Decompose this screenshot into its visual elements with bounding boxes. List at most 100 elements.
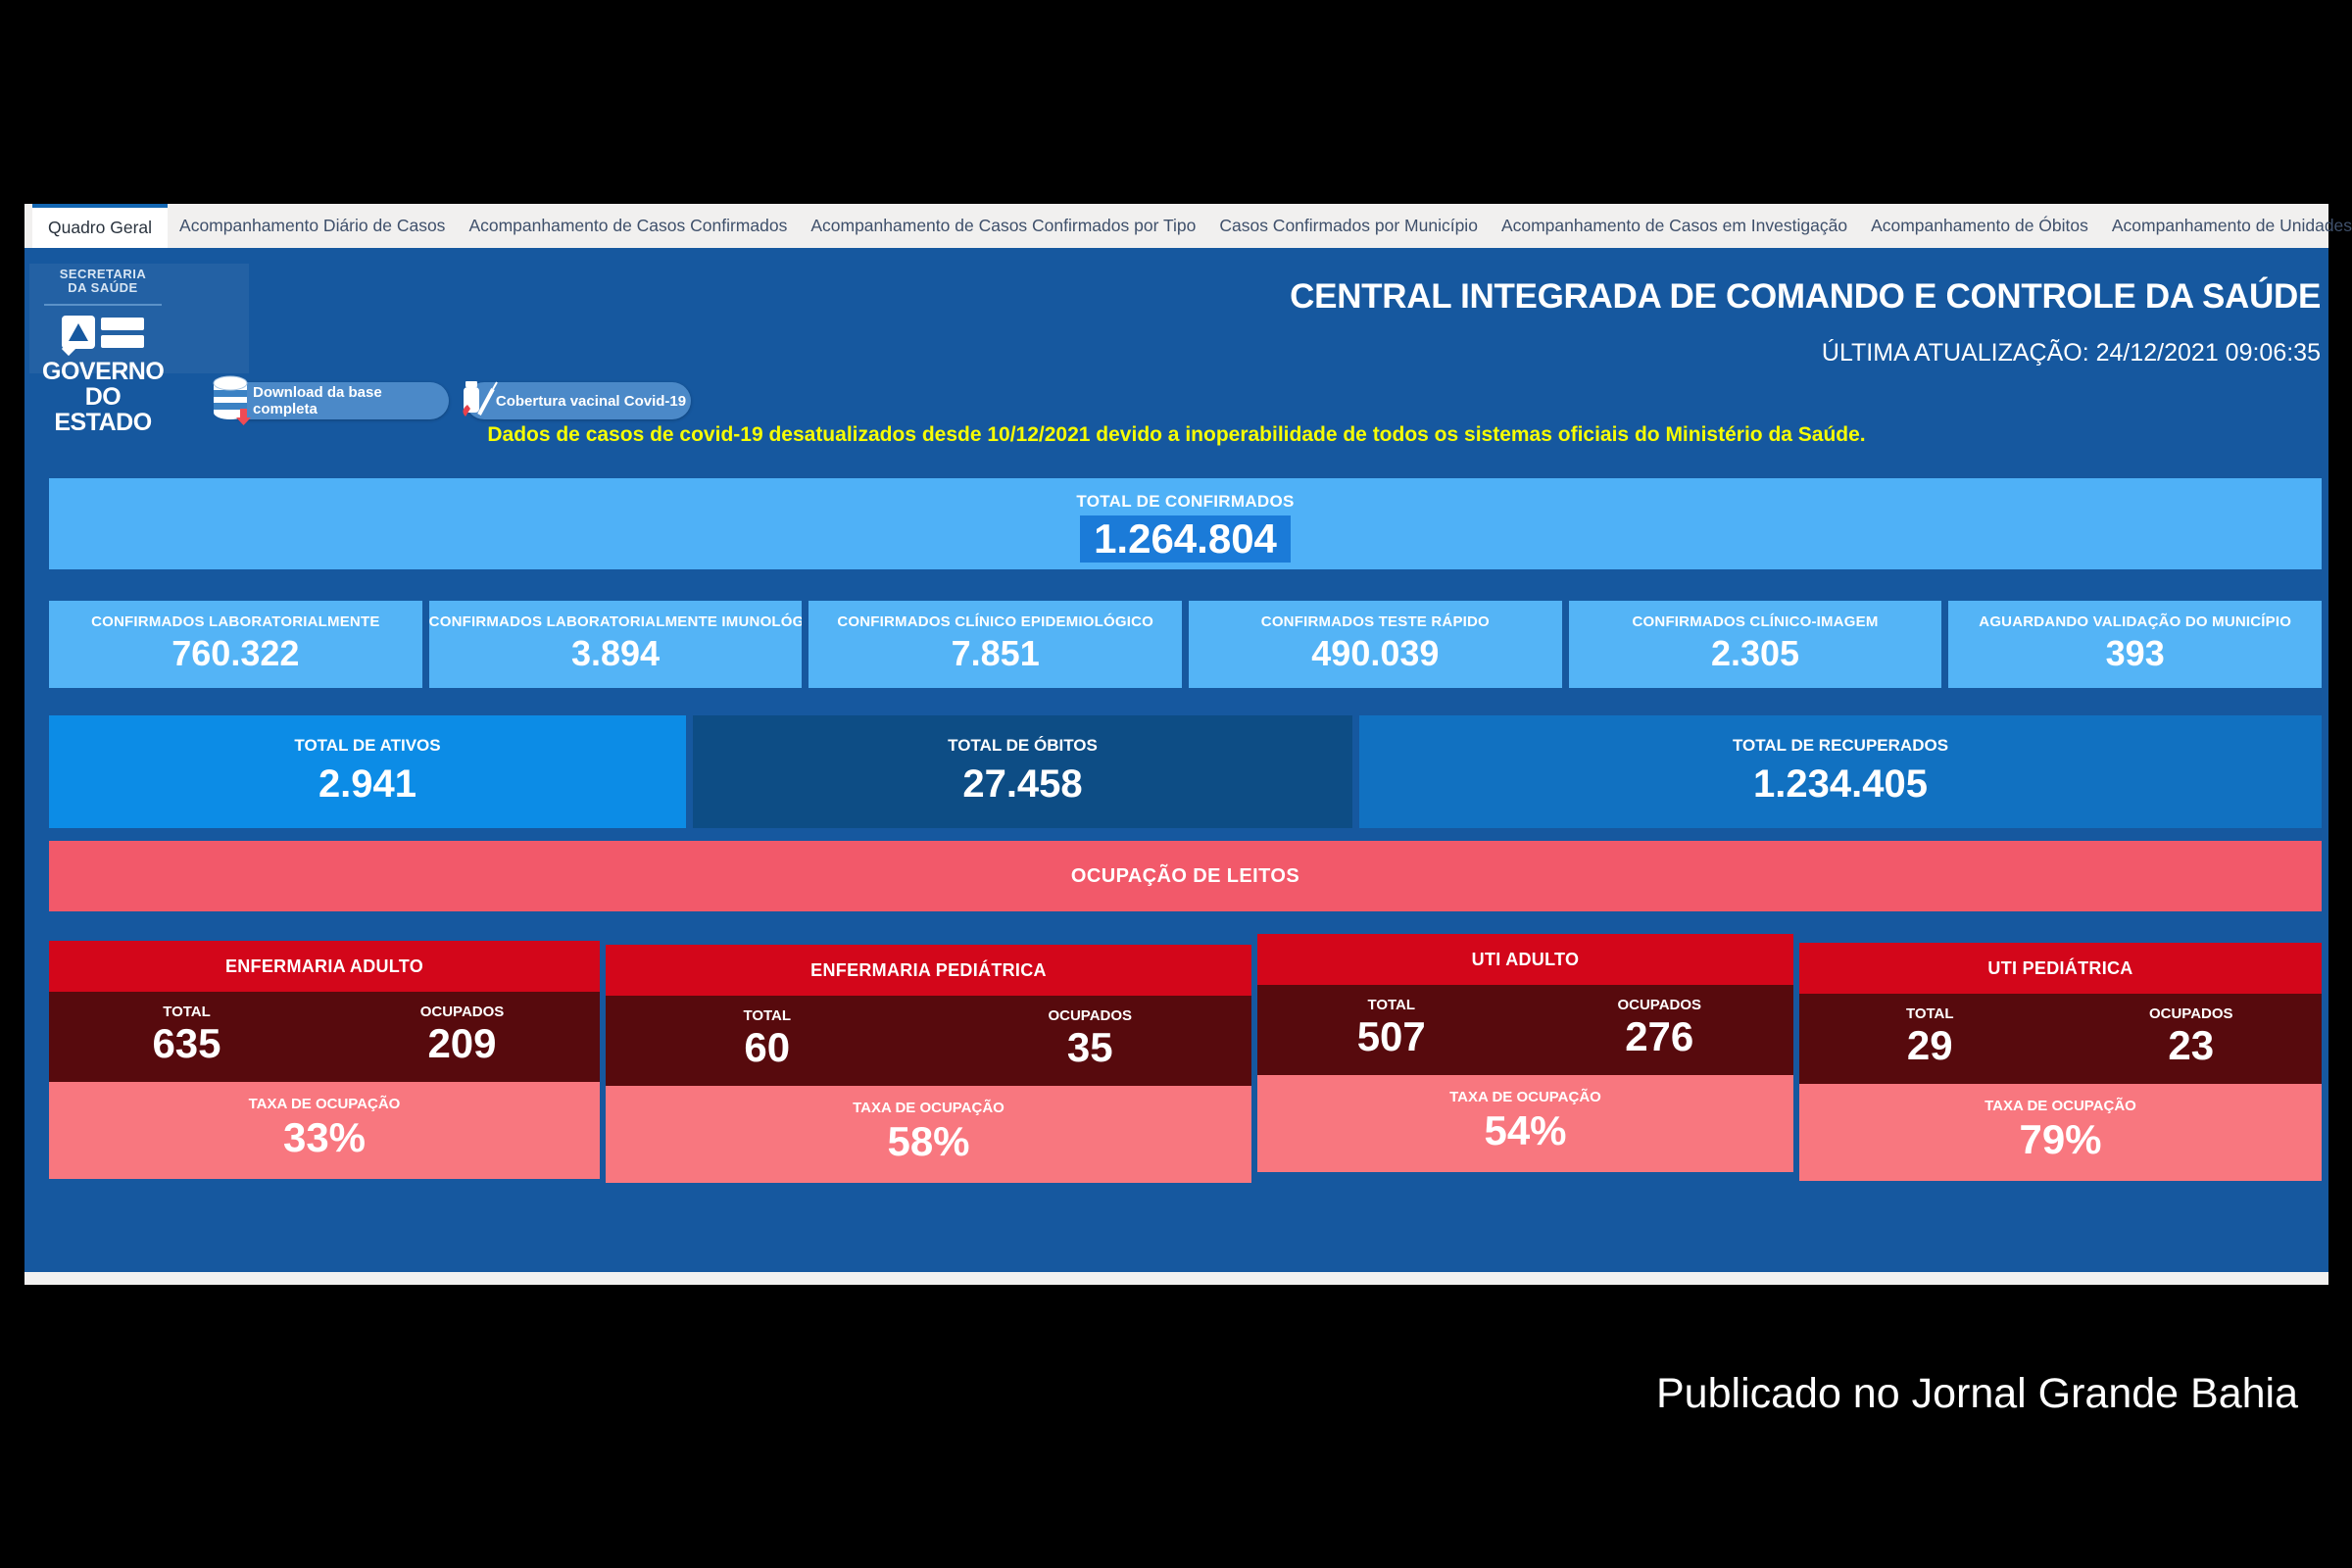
enfermaria-pediatrica-card: ENFERMARIA PEDIÁTRICA TOTAL 60 OCUPADOS … [606,945,1251,1183]
flag-bars-icon [101,317,144,348]
publisher-credit: Publicado no Jornal Grande Bahia [1656,1370,2298,1417]
confirmed-lab-imuno-value: 3.894 [570,633,661,673]
enfermaria-adulto-card: ENFERMARIA ADULTO TOTAL 635 OCUPADOS 209… [49,941,600,1179]
enfermaria-adulto-ocupados: OCUPADOS 209 [324,992,600,1082]
agency-name-line1: SECRETARIA [59,267,147,281]
taxa-label: TAXA DE OCUPAÇÃO [1449,1089,1601,1105]
total-recuperados-value: 1.234.405 [1753,762,1928,806]
aguardando-validacao-value: 393 [2105,633,2165,673]
ocupados-value: 276 [1625,1013,1694,1059]
total-confirmed-label: TOTAL DE CONFIRMADOS [1076,492,1295,511]
ocupacao-de-leitos-banner: OCUPAÇÃO DE LEITOS [49,841,2322,911]
total-recuperados-card: TOTAL DE RECUPERADOS 1.234.405 [1359,715,2322,828]
enfermaria-pediatrica-ocupados: OCUPADOS 35 [929,996,1252,1086]
uti-pediatrica-title: UTI PEDIÁTRICA [1799,943,2322,994]
vaccine-icon [458,375,499,428]
confirmed-lab-card: CONFIRMADOS LABORATORIALMENTE 760.322 [49,601,422,688]
tab-casos-confirmados-por-municipio[interactable]: Casos Confirmados por Município [1219,216,1478,235]
total-obitos-label: TOTAL DE ÓBITOS [948,736,1098,755]
download-database-button[interactable]: Download da base completa [213,375,449,425]
taxa-label: TAXA DE OCUPAÇÃO [248,1096,401,1112]
taxa-value: 33% [282,1114,367,1160]
flag-triangle-icon [61,316,95,357]
total-ativos-value: 2.941 [318,762,417,806]
taxa-label: TAXA DE OCUPAÇÃO [853,1100,1004,1116]
page-bottom-strip [24,1272,2328,1285]
total-ativos-label: TOTAL DE ATIVOS [294,736,441,755]
confirmed-clinico-imagem-card: CONFIRMADOS CLÍNICO-IMAGEM 2.305 [1568,601,1942,688]
vaccine-coverage-button[interactable]: Cobertura vacinal Covid-19 [463,381,691,419]
government-name-line1: GOVERNO [42,358,165,385]
confirmed-teste-rapido-card: CONFIRMADOS TESTE RÁPIDO 490.039 [1189,601,1562,688]
taxa-value: 79% [2019,1116,2102,1162]
confirmed-lab-imuno-label: CONFIRMADOS LABORATORIALMENTE IMUNOLÓGIC… [428,613,803,630]
tab-acompanhamento-de-unidades-combate-covid19[interactable]: Acompanhamento de Unidades para Combate … [2111,216,2352,235]
ocupados-label: OCUPADOS [419,1004,505,1020]
database-download-icon [210,373,253,430]
ocupados-label: OCUPADOS [1617,997,1702,1013]
ocupados-label: OCUPADOS [2148,1005,2233,1022]
total-value: 60 [744,1024,791,1070]
total-label: TOTAL [743,1007,792,1024]
agency-name-line2: DA SAÚDE [68,280,138,295]
confirmed-teste-rapido-value: 490.039 [1311,633,1440,673]
total-value: 507 [1356,1013,1426,1059]
confirmed-clinico-imagem-label: CONFIRMADOS CLÍNICO-IMAGEM [1632,613,1879,630]
aguardando-validacao-card: AGUARDANDO VALIDAÇÃO DO MUNICÍPIO 393 [1948,601,2323,688]
confirmed-clinico-epidemiologico-label: CONFIRMADOS CLÍNICO EPIDEMIOLÓGICO [837,613,1153,630]
aguardando-validacao-label: AGUARDANDO VALIDAÇÃO DO MUNICÍPIO [1979,613,2292,630]
enfermaria-pediatrica-taxa: TAXA DE OCUPAÇÃO 58% [606,1086,1251,1183]
uti-adulto-ocupados: OCUPADOS 276 [1526,985,1794,1075]
uti-pediatrica-card: UTI PEDIÁTRICA TOTAL 29 OCUPADOS 23 TAXA… [1799,943,2322,1181]
total-confirmed-value: 1.264.804 [1080,515,1291,563]
ocupados-value: 35 [1066,1024,1113,1070]
tab-acompanhamento-diario-de-casos[interactable]: Acompanhamento Diário de Casos [179,216,446,235]
uti-pediatrica-taxa: TAXA DE OCUPAÇÃO 79% [1799,1084,2322,1181]
total-label: TOTAL [1905,1005,1954,1022]
tab-acompanhamento-de-casos-confirmados[interactable]: Acompanhamento de Casos Confirmados [468,216,788,235]
government-logo: SECRETARIA DA SAÚDE GOVERNO DO ESTADO [42,268,165,436]
ocupados-label: OCUPADOS [1048,1007,1133,1024]
confirmed-lab-label: CONFIRMADOS LABORATORIALMENTE [91,613,380,630]
total-confirmed-card: TOTAL DE CONFIRMADOS 1.264.804 [49,478,2322,569]
agency-name: SECRETARIA DA SAÚDE [42,268,164,295]
confirmed-clinico-epidemiologico-card: CONFIRMADOS CLÍNICO EPIDEMIOLÓGICO 7.851 [808,601,1183,688]
vaccine-coverage-label: Cobertura vacinal Covid-19 [495,392,687,410]
confirmed-lab-value: 760.322 [172,633,300,673]
enfermaria-adulto-title: ENFERMARIA ADULTO [49,941,600,992]
uti-adulto-card: UTI ADULTO TOTAL 507 OCUPADOS 276 TAXA D… [1257,934,1793,1172]
uti-pediatrica-total: TOTAL 29 [1799,994,2061,1084]
total-ativos-card: TOTAL DE ATIVOS 2.941 [49,715,686,828]
tab-acompanhamento-de-casos-em-investigacao[interactable]: Acompanhamento de Casos em Investigação [1500,216,1848,235]
total-value: 635 [152,1020,221,1066]
confirmed-clinico-epidemiologico-value: 7.851 [951,633,1040,673]
logo-divider [44,304,162,306]
confirmed-clinico-imagem-value: 2.305 [1710,633,1800,673]
report-tab-bar: Quadro Geral Acompanhamento Diário de Ca… [24,204,2352,248]
enfermaria-adulto-taxa: TAXA DE OCUPAÇÃO 33% [49,1082,600,1179]
download-database-label: Download da base completa [253,384,382,417]
ocupados-value: 23 [2168,1022,2215,1068]
taxa-value: 54% [1484,1107,1567,1153]
government-name: GOVERNO DO ESTADO [42,358,165,436]
government-name-line2: DO ESTADO [54,383,152,436]
ocupados-value: 209 [427,1020,497,1066]
taxa-label: TAXA DE OCUPAÇÃO [1984,1098,2136,1114]
dashboard-canvas: SECRETARIA DA SAÚDE GOVERNO DO ESTADO [24,248,2328,1272]
tab-acompanhamento-de-obitos[interactable]: Acompanhamento de Óbitos [1871,216,2088,235]
uti-adulto-total: TOTAL 507 [1257,985,1526,1075]
dashboard-window: Quadro Geral Acompanhamento Diário de Ca… [24,204,2352,1285]
enfermaria-pediatrica-title: ENFERMARIA PEDIÁTRICA [606,945,1251,996]
bahia-flag-icon [42,314,164,357]
confirmed-teste-rapido-label: CONFIRMADOS TESTE RÁPIDO [1260,613,1490,630]
uti-adulto-title: UTI ADULTO [1257,934,1793,985]
tab-acompanhamento-de-casos-confirmados-por-tipo[interactable]: Acompanhamento de Casos Confirmados por … [810,216,1197,235]
uti-pediatrica-ocupados: OCUPADOS 23 [2061,994,2323,1084]
tab-quadro-geral[interactable]: Quadro Geral [32,204,169,248]
confirmed-breakdown-row: CONFIRMADOS LABORATORIALMENTE 760.322 CO… [49,601,2323,688]
page-title: CENTRAL INTEGRADA DE COMANDO E CONTROLE … [1290,277,2321,316]
total-label: TOTAL [163,1004,211,1020]
status-row: TOTAL DE ATIVOS 2.941 TOTAL DE ÓBITOS 27… [49,715,2322,828]
enfermaria-adulto-total: TOTAL 635 [49,992,324,1082]
